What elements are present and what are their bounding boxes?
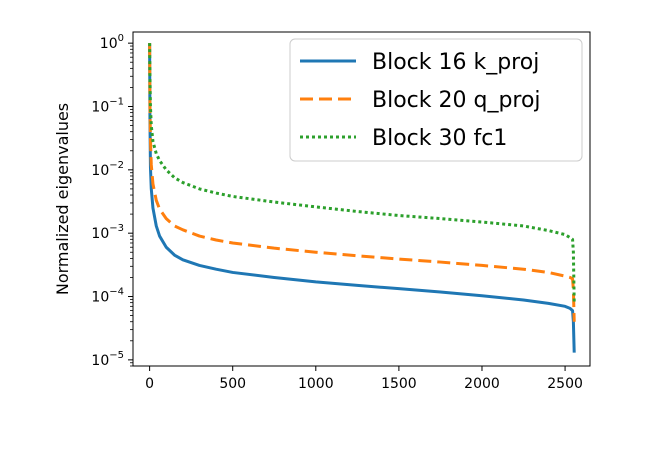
y-tick-label: 10−5 [91,350,124,369]
series-layer [148,43,576,353]
x-tick-label: 0 [145,376,154,392]
x-tick-label: 2000 [464,376,500,392]
y-tick-label: 10−1 [91,96,124,115]
x-axis: 0 500 1000 1500 2000 2500 [145,366,583,392]
x-tick-label: 1500 [381,376,417,392]
legend: Block 16 k_proj Block 20 q_proj Block 30 f… [289,38,583,162]
x-tick-label: 1000 [298,376,334,392]
series-line-2 [148,43,576,322]
legend-label: Block 30 fc1 [372,126,507,151]
legend-label: Block 20 q_proj [372,88,541,113]
y-tick-label: 100 [100,33,124,52]
series-line-1 [148,43,576,353]
series-line-3 [148,43,576,303]
legend-label: Block 16 k_proj [372,50,539,75]
y-tick-label: 10−3 [91,223,124,242]
y-tick-label: 10−2 [91,160,124,179]
legend-box [289,38,583,162]
y-tick-label: 10−4 [91,287,124,306]
x-tick-label: 500 [219,376,246,392]
y-axis: 10−5 10−4 10−3 10−2 10−1 100 [91,33,133,369]
y-axis-label: Normalized eigenvalues [53,103,72,295]
plot-frame [132,31,591,367]
x-tick-label: 2500 [547,376,583,392]
